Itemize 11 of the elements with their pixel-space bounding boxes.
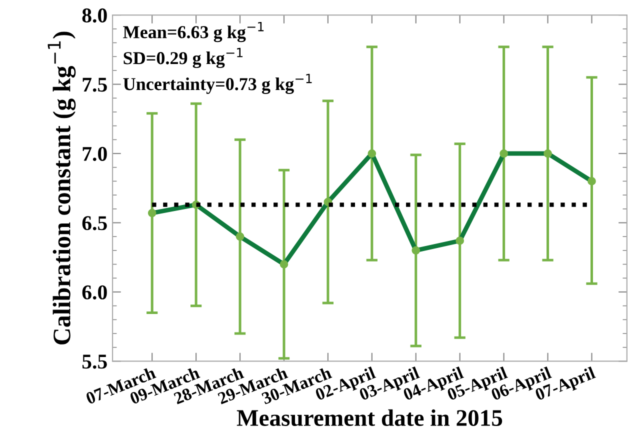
x-axis-title: Measurement date in 2015 — [236, 409, 502, 426]
y-tick-label: 7.5 — [82, 78, 107, 92]
y-tick-label: 5.5 — [82, 354, 107, 369]
y-tick-label: 8.0 — [82, 8, 107, 23]
annotation: Uncertainty=0.73 g kg$^{−1}$ — [123, 74, 312, 94]
y-tick-label: 6.5 — [82, 216, 107, 230]
y-tick-label: 7.0 — [82, 146, 107, 162]
y-tick-label: 6.0 — [82, 285, 107, 300]
y-axis-title: Calibration constant (g kg$^{−1}$) — [48, 32, 76, 344]
annotation: Mean=6.63 g kg$^{−1}$ — [123, 22, 264, 42]
annotation: SD=0.29 g kg$^{−1}$ — [124, 48, 243, 68]
